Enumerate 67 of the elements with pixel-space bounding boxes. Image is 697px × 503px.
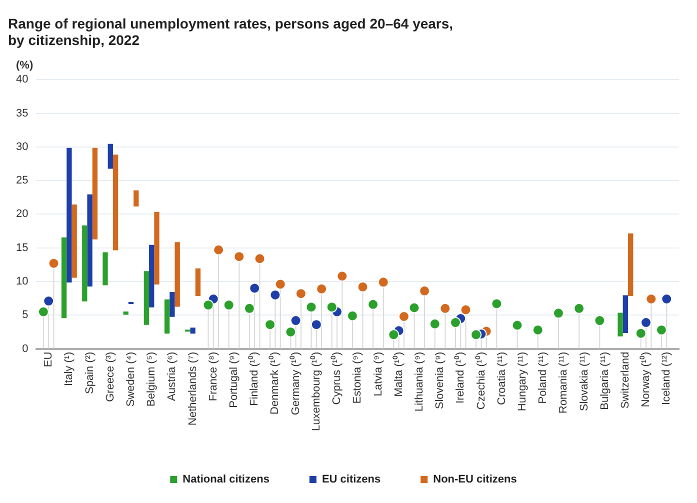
legend-label: National citizens: [182, 474, 270, 486]
bar: [190, 328, 196, 334]
bar: [154, 212, 160, 285]
bar: [149, 244, 154, 308]
x-tick-label: Iceland (¹²): [660, 352, 673, 405]
chart-title: Range of regional unemployment rates, persons aged 20–64 years, by citizenship, 2022: [8, 15, 454, 48]
x-tick-label: Croatia (¹¹): [496, 352, 508, 405]
x-tick-label: Sweden (⁴): [125, 352, 138, 407]
bar: [144, 271, 150, 325]
bar: [134, 190, 139, 206]
x-tick-label: Belgium (⁵): [146, 352, 158, 406]
x-tick-label: France (⁸): [207, 352, 220, 402]
bar: [72, 204, 77, 278]
bar: [66, 148, 72, 283]
y-tick-label: 20: [16, 208, 28, 220]
y-tick-label: 30: [16, 140, 28, 153]
x-tick-label: Romania (¹¹): [558, 352, 570, 414]
y-tick-label: 40: [16, 74, 28, 86]
bar: [195, 268, 201, 296]
x-tick-label: Denmark (¹⁰): [268, 352, 282, 414]
x-tick-label: EU: [42, 352, 55, 368]
x-tick-label: Cyprus (¹⁰): [330, 352, 344, 405]
x-tick-label: Ireland (¹⁰): [454, 352, 467, 404]
bar: [618, 312, 623, 336]
x-tick-label: Bulgaria (¹¹): [598, 352, 611, 410]
x-tick-label: Lithuania (⁹): [413, 352, 426, 412]
x-tick-label: Italy (¹): [63, 352, 76, 386]
bar: [174, 242, 180, 307]
bar: [123, 311, 128, 315]
bar: [112, 154, 118, 250]
bar: [102, 252, 108, 286]
y-tick-label: 5: [22, 309, 28, 322]
x-tick-label: Switzerland: [619, 352, 632, 409]
x-tick-label: Slovakia (¹¹): [578, 352, 590, 412]
bar: [108, 144, 113, 169]
y-tick-label: 10: [16, 276, 28, 288]
x-tick-label: Poland (¹¹): [537, 352, 550, 404]
x-tick-label: Czechia (¹⁰): [474, 352, 488, 410]
x-tick-label: Hungary (¹¹): [516, 352, 528, 412]
x-tick-label: Greece (³): [104, 352, 116, 402]
x-tick-label: Norway (¹⁰): [639, 352, 652, 408]
x-tick-label: Finland (¹⁰): [248, 352, 261, 406]
legend-label: EU citizens: [322, 474, 381, 486]
x-tick-label: Latvia (⁹): [372, 352, 384, 396]
x-tick-label: Slovenia (⁹): [434, 352, 446, 410]
x-tick-label: Austria (⁶): [166, 352, 178, 401]
bar: [87, 194, 92, 287]
bar: [82, 225, 88, 302]
x-tick-label: Spain (²): [84, 352, 96, 394]
x-tick-label: Estonia (⁹): [352, 352, 364, 404]
y-tick-label: 15: [16, 242, 28, 254]
bar: [92, 148, 98, 240]
y-tick-label: 25: [16, 174, 28, 187]
bar: [164, 299, 170, 334]
x-tick-label: Portugal (⁹): [228, 352, 240, 408]
bar: [622, 295, 628, 333]
bar: [61, 237, 67, 318]
legend-label: Non-EU citizens: [433, 474, 517, 486]
x-tick-label: Netherlands (⁷): [186, 352, 199, 426]
y-tick-label: 35: [16, 107, 28, 120]
y-axis-title: (%): [16, 60, 34, 72]
bar: [170, 292, 175, 317]
x-tick-label: Germany (¹⁰): [288, 352, 302, 416]
bar: [628, 233, 634, 296]
x-tick-label: Luxembourg (¹⁰): [309, 352, 322, 432]
y-tick-label: 0: [22, 342, 28, 355]
x-tick-label: Malta (¹⁰): [392, 352, 405, 397]
